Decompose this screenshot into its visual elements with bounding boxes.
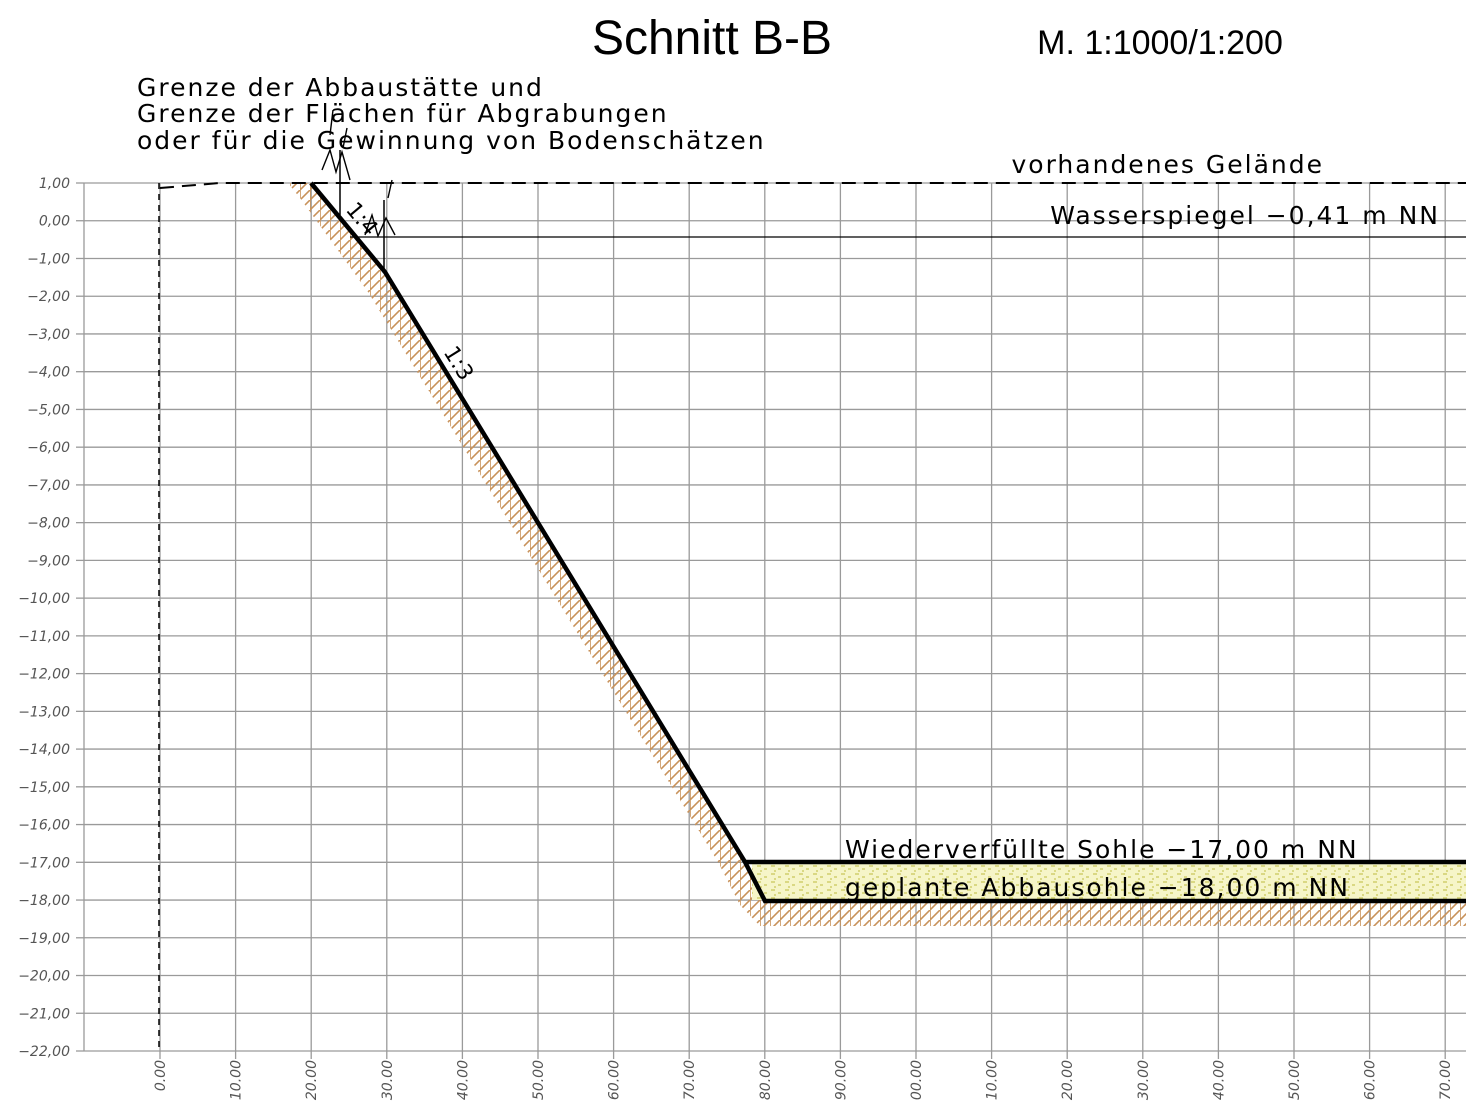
x-tick-label: 90.00	[833, 1060, 849, 1100]
y-tick-label: −6,00	[27, 440, 70, 456]
y-tick-label: −7,00	[27, 478, 70, 494]
boundary-note: oder für die Gewinnung von Bodenschätzen	[137, 126, 766, 155]
refill-layer	[752, 864, 1466, 900]
y-tick-label: −18,00	[18, 893, 70, 909]
x-tick-label: 20.00	[304, 1060, 320, 1100]
excavation-profile	[309, 181, 1466, 904]
x-tick-label: 20.00	[1060, 1060, 1076, 1100]
y-tick-label: −11,00	[18, 629, 70, 645]
x-tick-label: 60.00	[607, 1060, 623, 1100]
y-tick-label: −9,00	[27, 553, 70, 569]
x-tick-label: 0.00	[153, 1060, 169, 1091]
y-tick-label: −1,00	[27, 251, 70, 267]
y-tick-label: −14,00	[18, 742, 70, 758]
x-tick-label: 60.00	[1363, 1060, 1379, 1100]
y-tick-label: −16,00	[18, 818, 70, 834]
x-tick-label: 10.00	[985, 1060, 1001, 1100]
y-tick-label: 0,00	[39, 214, 70, 230]
y-tick-label: −3,00	[27, 327, 70, 343]
x-tick-label: 10.00	[229, 1060, 245, 1100]
y-tick-label: −21,00	[18, 1006, 70, 1022]
boundary-note: Grenze der Abbaustätte und	[137, 73, 544, 102]
y-tick-label: −17,00	[18, 855, 70, 871]
y-tick-label: −4,00	[27, 365, 70, 381]
water-label: Wasserspiegel −0,41 m NN	[1050, 201, 1440, 230]
x-tick-label: 50.00	[1287, 1060, 1303, 1100]
vegetation-symbol	[321, 109, 396, 239]
refill-label: Wiederverfüllte Sohle −17,00 m NN	[845, 835, 1359, 864]
terrain-label: vorhandenes Gelände	[1012, 150, 1325, 179]
x-tick-label: 00.00	[909, 1060, 925, 1100]
y-tick-label: −13,00	[18, 704, 70, 720]
scale: M. 1:1000/1:200	[1037, 24, 1283, 62]
y-tick-label: −15,00	[18, 780, 70, 796]
y-tick-label: −12,00	[18, 667, 70, 683]
x-tick-label: 80.00	[758, 1060, 774, 1100]
sole-label: geplante Abbausohle −18,00 m NN	[845, 873, 1350, 902]
y-tick-label: −5,00	[27, 402, 70, 418]
x-tick-label: 70.00	[682, 1060, 698, 1100]
grid	[76, 182, 1466, 1059]
y-tick-label: −8,00	[27, 516, 70, 532]
y-tick-label: −10,00	[18, 591, 70, 607]
boundary-note: Grenze der Flächen für Abgrabungen	[137, 99, 669, 128]
y-tick-label: −20,00	[18, 969, 70, 985]
y-tick-label: −22,00	[18, 1044, 70, 1060]
x-tick-label: 30.00	[380, 1060, 396, 1100]
y-tick-label: −19,00	[18, 931, 70, 947]
x-tick-label: 70.00	[1438, 1060, 1454, 1100]
title: Schnitt B-B	[592, 12, 832, 65]
x-tick-label: 50.00	[531, 1060, 547, 1100]
y-tick-label: −2,00	[27, 289, 70, 305]
x-tick-label: 30.00	[1136, 1060, 1152, 1100]
soil-hatch	[288, 183, 1466, 926]
x-tick-label: 40.00	[455, 1060, 471, 1100]
y-tick-label: 1,00	[39, 176, 70, 192]
x-tick-label: 40.00	[1211, 1060, 1227, 1100]
terrain-line	[159, 182, 1466, 189]
